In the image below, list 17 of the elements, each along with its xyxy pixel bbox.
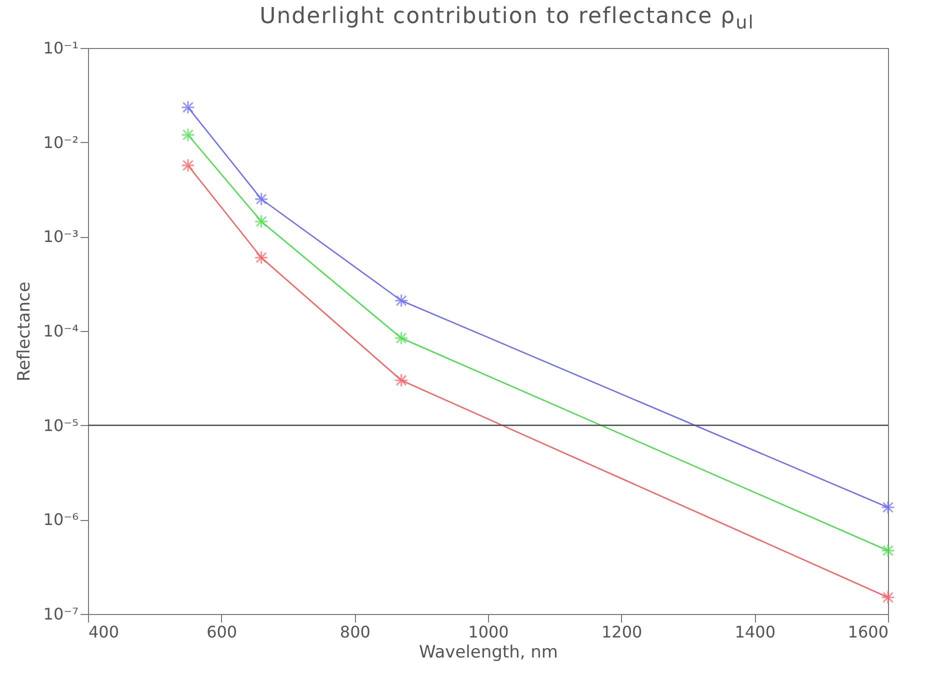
chart-title: Underlight contribution to reflectance ρ$_{ul}$: [258, 4, 756, 34]
x-tick-label: 1400: [734, 622, 776, 642]
x-tick-label: 1000: [468, 622, 509, 642]
y-tick-label: 10⁻²: [43, 132, 78, 152]
x-tick-label: 1200: [601, 622, 642, 642]
y-tick-label: 10⁻⁷: [43, 604, 78, 624]
x-axis-title: Wavelength, nm: [419, 642, 558, 662]
y-tick-label: 10⁻⁶: [43, 510, 78, 530]
x-tick-label: 600: [206, 622, 238, 642]
y-tick-label: 10⁻¹: [43, 38, 78, 58]
y-tick-label: 10⁻³: [43, 227, 78, 246]
y-tick-label: 10⁻⁵: [43, 416, 78, 435]
y-axis-title: Reflectance: [14, 282, 34, 382]
x-tick-label: 1600: [848, 622, 888, 642]
y-tick-label: 10⁻⁴: [43, 322, 78, 340]
x-tick-label: 800: [340, 622, 370, 642]
x-tick-label: 400: [88, 622, 120, 642]
